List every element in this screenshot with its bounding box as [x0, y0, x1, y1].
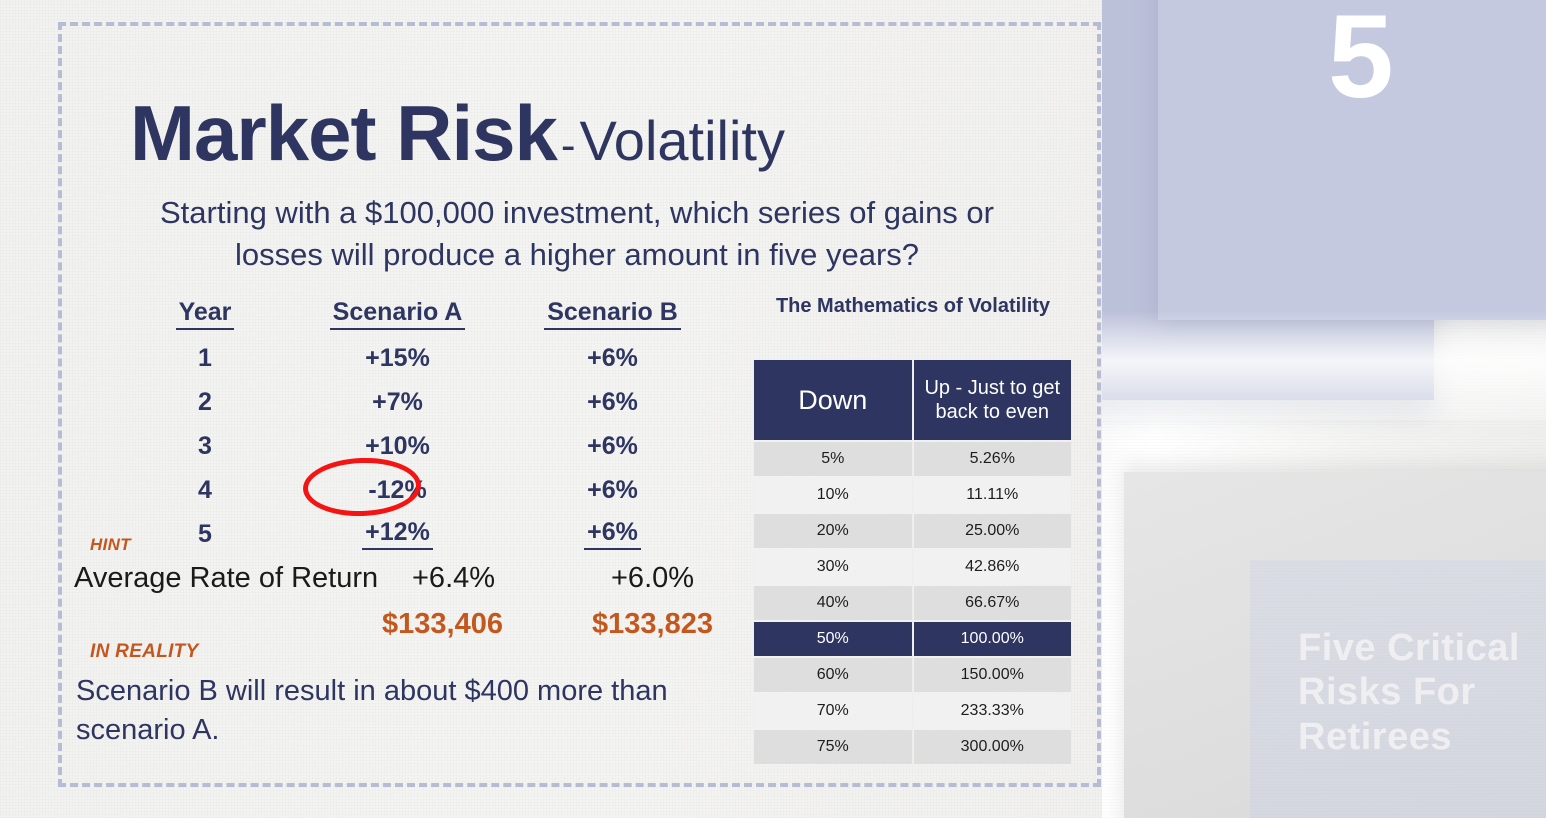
math-col-down: Down — [754, 360, 912, 440]
math-header-row: Down Up - Just to get back to even — [754, 360, 1071, 440]
table-row: 60% 150.00% — [754, 658, 1071, 692]
scenario-header-row: Year Scenario A Scenario B — [120, 292, 720, 336]
scenario-col-a: Scenario A — [290, 292, 505, 336]
math-table-title: The Mathematics of Volatility — [775, 295, 1051, 317]
table-row: 5% 5.26% — [754, 442, 1071, 476]
cell-down: 20% — [754, 514, 912, 548]
cell-up: 42.86% — [913, 550, 1071, 584]
cell-scenario-b: +6% — [587, 343, 638, 372]
cell-down: 5% — [754, 442, 912, 476]
cell-up: 300.00% — [913, 730, 1071, 764]
cell-up: 25.00% — [913, 514, 1071, 548]
average-rate-scenario-a: +6.4% — [412, 562, 496, 594]
subtitle-question: Starting with a $100,000 investment, whi… — [159, 195, 994, 272]
table-row: 3 +10% +6% — [120, 424, 720, 468]
table-row: 70% 233.33% — [754, 694, 1071, 728]
math-col-up: Up - Just to get back to even — [913, 360, 1071, 440]
average-rate-row: Average Rate of Return +6.4% +6.0% — [74, 562, 724, 600]
cell-year: 3 — [198, 431, 212, 460]
table-row: 20% 25.00% — [754, 514, 1071, 548]
table-row: 4 -12% +6% — [120, 468, 720, 512]
table-row: 2 +7% +6% — [120, 380, 720, 424]
cell-scenario-a-highlighted: -12% — [368, 475, 427, 504]
hint-label: HINT — [90, 535, 131, 554]
scenario-col-year: Year — [120, 292, 290, 336]
deck-title: Five Critical Risks For Retirees — [1298, 627, 1520, 758]
table-row: 5 +12% +6% — [120, 512, 720, 556]
cell-up: 150.00% — [913, 658, 1071, 692]
average-rate-scenario-b: +6.0% — [611, 562, 695, 594]
table-row: 75% 300.00% — [754, 730, 1071, 764]
cell-up: 100.00% — [913, 622, 1071, 656]
title-dash: - — [560, 121, 576, 170]
cell-down: 50% — [754, 622, 912, 656]
cell-scenario-b: +6% — [587, 431, 638, 460]
total-scenario-a: $133,406 — [382, 608, 503, 640]
cell-down: 75% — [754, 730, 912, 764]
cell-year: 2 — [198, 387, 212, 416]
cell-scenario-b: +6% — [587, 475, 638, 504]
scenario-col-b: Scenario B — [505, 292, 720, 336]
cell-scenario-b: +6% — [587, 387, 638, 416]
total-scenario-b: $133,823 — [592, 608, 713, 640]
cell-down: 40% — [754, 586, 912, 620]
cell-down: 30% — [754, 550, 912, 584]
table-row: 40% 66.67% — [754, 586, 1071, 620]
cell-year: 4 — [198, 475, 212, 504]
cell-down: 70% — [754, 694, 912, 728]
table-row: 30% 42.86% — [754, 550, 1071, 584]
cell-up: 11.11% — [913, 478, 1071, 512]
cell-up: 5.26% — [913, 442, 1071, 476]
cell-down: 60% — [754, 658, 912, 692]
cell-up: 233.33% — [913, 694, 1071, 728]
cell-up: 66.67% — [913, 586, 1071, 620]
cell-scenario-a: +10% — [365, 431, 430, 460]
cell-year: 5 — [198, 519, 212, 548]
page-title: Market Risk-Volatility — [130, 88, 785, 179]
grey-front-panel: Five Critical Risks For Retirees — [1250, 560, 1546, 818]
cell-down: 10% — [754, 478, 912, 512]
in-reality-label: IN REALITY — [90, 641, 199, 662]
average-rate-label: Average Rate of Return — [74, 562, 379, 594]
dashed-content-frame — [58, 22, 1101, 787]
scenario-table: Year Scenario A Scenario B 1 +15% +6% 2 … — [120, 292, 720, 556]
title-main: Market Risk — [130, 89, 558, 177]
totals-row: $133,406 $133,823 — [74, 608, 724, 646]
cell-scenario-a: +7% — [372, 387, 423, 416]
cell-year: 1 — [198, 343, 212, 372]
math-of-volatility-table: Down Up - Just to get back to even 5% 5.… — [752, 358, 1073, 766]
table-row: 1 +15% +6% — [120, 336, 720, 380]
cell-scenario-a: +12% — [290, 512, 505, 556]
soft-light-band — [1102, 0, 1546, 420]
table-row: 10% 11.11% — [754, 478, 1071, 512]
table-row-highlighted: 50% 100.00% — [754, 622, 1071, 656]
conclusion-text: Scenario B will result in about $400 mor… — [76, 675, 668, 746]
title-sub: Volatility — [579, 109, 785, 172]
cell-scenario-a: +15% — [365, 343, 430, 372]
cell-scenario-b: +6% — [505, 512, 720, 556]
right-decorative-panel: 5 Five Critical Risks For Retirees — [1102, 0, 1546, 818]
